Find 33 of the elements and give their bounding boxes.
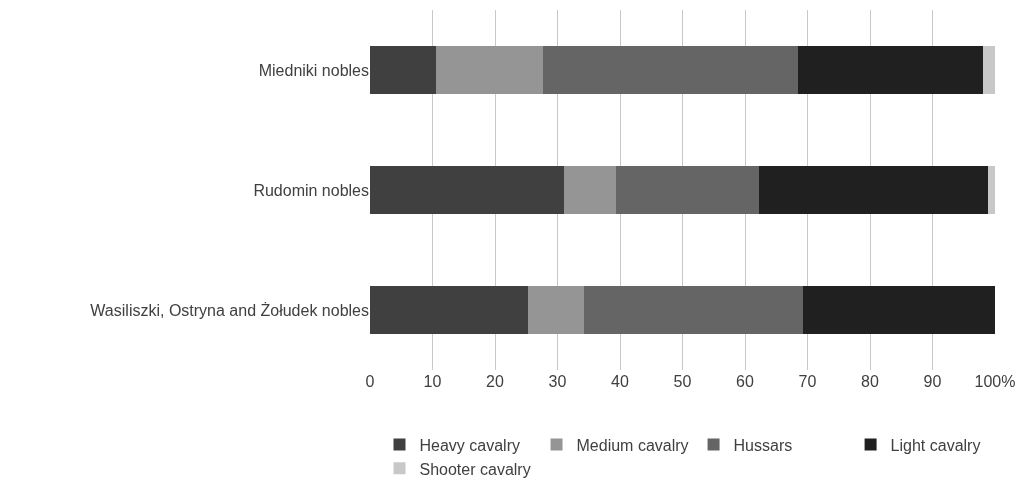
legend-label: Medium cavalry [576,436,689,454]
bar [982,46,995,94]
bar [584,286,804,334]
x-tick-label: 60 [736,373,754,390]
x-tick-label: 80 [861,373,879,390]
x-tick-label: 30 [548,373,567,390]
legend-label: Hussars [733,436,793,454]
bar [370,166,565,214]
y-tick-label: Rudomin nobles [253,181,369,199]
bar [759,166,989,214]
y-tick-label: Wasiliszki, Ostryna and Żołudek nobles [90,300,369,319]
bar [528,286,585,334]
bar [370,286,529,334]
x-tick-label: 50 [673,373,692,390]
x-tick-label: 10 [423,373,442,390]
bar [803,286,995,334]
legend-label: Light cavalry [890,436,981,454]
x-tick-label: 100% [974,373,1016,390]
bar [797,46,983,94]
bar [616,166,760,214]
bar [542,46,798,94]
bar [370,46,436,94]
bar [564,166,617,214]
bar [988,166,995,214]
legend-label: Heavy cavalry [419,436,520,454]
x-tick-label: 0 [365,373,375,390]
x-tick-label: 20 [486,373,504,390]
legend-label: Shooter cavalry [419,460,531,478]
bar [435,46,543,94]
x-tick-label: 70 [798,373,817,390]
x-tick-label: 90 [923,373,942,390]
x-tick-label: 40 [611,373,629,390]
y-tick-label: Miedniki nobles [258,61,369,79]
